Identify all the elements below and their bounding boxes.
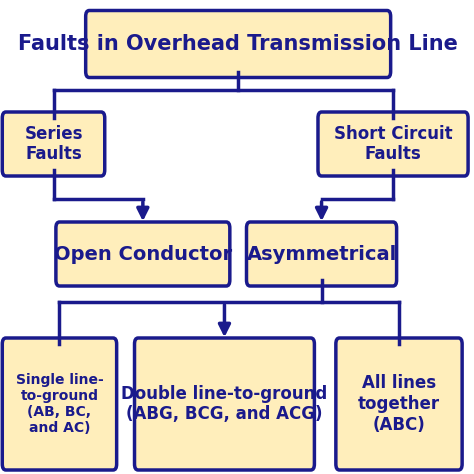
FancyBboxPatch shape bbox=[2, 112, 105, 176]
FancyBboxPatch shape bbox=[336, 338, 462, 470]
FancyBboxPatch shape bbox=[318, 112, 468, 176]
Text: Double line-to-ground
(ABG, BCG, and ACG): Double line-to-ground (ABG, BCG, and ACG… bbox=[121, 384, 328, 423]
FancyBboxPatch shape bbox=[135, 338, 314, 470]
FancyBboxPatch shape bbox=[86, 10, 391, 78]
Text: Asymmetrical: Asymmetrical bbox=[246, 245, 397, 264]
Text: Single line-
to-ground
(AB, BC,
and AC): Single line- to-ground (AB, BC, and AC) bbox=[16, 373, 103, 435]
Text: Short Circuit
Faults: Short Circuit Faults bbox=[334, 125, 452, 164]
FancyBboxPatch shape bbox=[2, 338, 117, 470]
Text: Faults in Overhead Transmission Line: Faults in Overhead Transmission Line bbox=[18, 34, 458, 54]
FancyBboxPatch shape bbox=[56, 222, 230, 286]
Text: Open Conductor: Open Conductor bbox=[54, 245, 232, 264]
Text: Series
Faults: Series Faults bbox=[24, 125, 83, 164]
Text: All lines
together
(ABC): All lines together (ABC) bbox=[358, 374, 440, 434]
FancyBboxPatch shape bbox=[246, 222, 397, 286]
